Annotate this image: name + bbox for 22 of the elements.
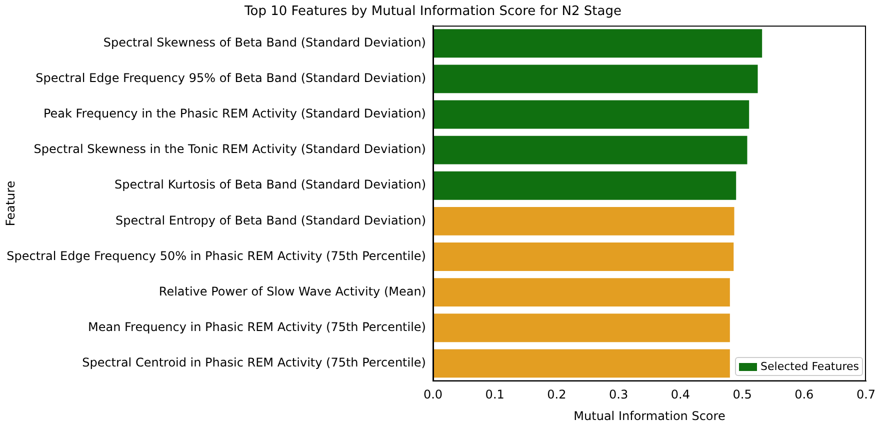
chart-title: Top 10 Features by Mutual Information Score for N2 Stage [244,4,622,20]
x-tick-label: 0.6 [794,388,814,402]
x-axis-title: Mutual Information Score [574,408,726,423]
y-tick-label: Spectral Centroid in Phasic REM Activity (75th Percentile) [82,356,426,370]
y-tick-label: Spectral Edge Frequency 50% in Phasic REM Activity (75th Percentile) [6,248,426,263]
y-tick-label: Relative Power of Slow Wave Activity (Mean) [158,284,426,298]
y-tick-label: Spectral Edge Frequency 95% of Beta Band (Standard Deviation) [36,71,426,86]
x-tick-label: 0.2 [547,388,566,402]
y-tick-label: Spectral Kurtosis of Beta Band (Standard Deviation) [114,178,426,192]
x-tick-label: 0.7 [856,388,876,402]
x-tick-label: 0.3 [609,388,628,402]
legend-label: Selected Features [760,360,859,373]
y-tick-label: Mean Frequency in Phasic REM Activity (75th Percentile) [88,320,426,334]
y-tick-label: Spectral Entropy of Beta Band (Standard Deviation) [116,213,426,228]
x-tick-label: 0.0 [423,388,443,402]
x-tick-label: 0.4 [670,388,690,402]
x-tick-label: 0.5 [732,388,752,402]
y-axis-title: Feature [3,180,18,226]
x-tick-label: 0.1 [485,388,504,402]
y-tick-label: Peak Frequency in the Phasic REM Activity (Standard Deviation) [43,106,426,121]
y-tick-label: Spectral Skewness in the Tonic REM Activity (Standard Deviation) [34,142,426,156]
y-tick-label: Spectral Skewness of Beta Band (Standard Deviation) [103,36,426,50]
